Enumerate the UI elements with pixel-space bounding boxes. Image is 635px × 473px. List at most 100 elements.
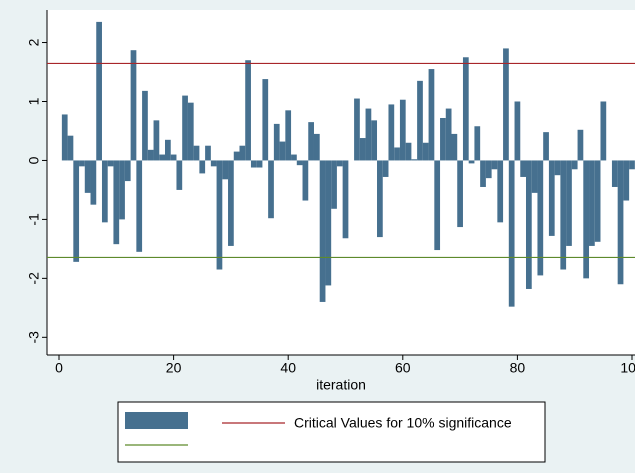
bar bbox=[503, 48, 509, 161]
bar bbox=[394, 147, 400, 161]
bar bbox=[193, 145, 200, 161]
bar bbox=[119, 160, 125, 220]
bar bbox=[480, 160, 486, 187]
bar bbox=[90, 160, 97, 205]
bar bbox=[474, 126, 481, 161]
bar bbox=[147, 149, 154, 161]
bar bbox=[514, 101, 521, 161]
bar bbox=[319, 160, 326, 302]
bar bbox=[84, 160, 91, 193]
bar bbox=[308, 122, 314, 161]
y-tick-label: -3 bbox=[26, 331, 42, 344]
bar bbox=[583, 160, 590, 279]
bar bbox=[617, 160, 624, 285]
y-tick-label: -1 bbox=[26, 213, 42, 226]
bar bbox=[262, 79, 269, 161]
bar bbox=[440, 117, 446, 161]
bar bbox=[560, 160, 567, 270]
bar bbox=[629, 160, 635, 170]
bar bbox=[245, 60, 251, 161]
bar bbox=[497, 160, 504, 223]
y-tick-label: 2 bbox=[26, 38, 42, 46]
bar bbox=[61, 114, 68, 161]
x-tick-label: 40 bbox=[280, 360, 296, 376]
bar bbox=[273, 123, 280, 161]
bar bbox=[508, 160, 515, 307]
bar bbox=[130, 50, 137, 161]
bar bbox=[382, 160, 389, 177]
bar bbox=[354, 98, 360, 161]
bar bbox=[428, 69, 435, 161]
bar bbox=[457, 160, 463, 228]
bar bbox=[113, 160, 120, 245]
bar bbox=[170, 154, 177, 161]
bar bbox=[239, 145, 246, 161]
bar bbox=[600, 101, 607, 161]
bar bbox=[285, 110, 292, 161]
bar bbox=[468, 160, 475, 164]
bar bbox=[187, 102, 194, 161]
bar bbox=[537, 160, 544, 276]
bar bbox=[302, 160, 309, 201]
bar bbox=[371, 120, 378, 161]
y-tick-label: 1 bbox=[26, 97, 42, 105]
legend-label: Critical Values for 10% significance bbox=[294, 415, 512, 431]
bar bbox=[417, 80, 423, 161]
bar bbox=[136, 160, 143, 252]
x-tick-label: 20 bbox=[166, 360, 182, 376]
bar bbox=[153, 120, 160, 161]
bar bbox=[525, 160, 532, 289]
bar bbox=[222, 160, 229, 180]
bar bbox=[250, 160, 257, 168]
bar bbox=[142, 90, 148, 161]
bar bbox=[73, 160, 80, 262]
bar bbox=[165, 139, 171, 161]
bar bbox=[365, 108, 372, 161]
x-tick-label: 100 bbox=[620, 360, 635, 376]
bar bbox=[325, 160, 332, 286]
bar bbox=[485, 160, 492, 179]
bar bbox=[611, 160, 618, 187]
bar bbox=[571, 160, 578, 170]
bar bbox=[331, 160, 337, 209]
bar bbox=[336, 160, 343, 167]
bar bbox=[79, 160, 85, 167]
bar bbox=[342, 160, 349, 239]
bar bbox=[176, 160, 183, 190]
x-tick-label: 60 bbox=[395, 360, 411, 376]
bar bbox=[520, 160, 526, 177]
bar bbox=[228, 160, 234, 246]
legend-swatch bbox=[125, 412, 188, 429]
bar bbox=[101, 160, 108, 223]
bar bbox=[594, 160, 601, 242]
bar bbox=[623, 160, 630, 201]
bar bbox=[159, 154, 166, 161]
bar bbox=[256, 160, 263, 168]
bar bbox=[566, 160, 572, 246]
bar bbox=[554, 160, 561, 176]
bar bbox=[422, 142, 429, 161]
bar bbox=[359, 138, 366, 161]
legend-box bbox=[117, 401, 546, 463]
bar bbox=[377, 160, 383, 238]
x-tick-label: 0 bbox=[55, 360, 63, 376]
y-tick-label: 0 bbox=[26, 156, 42, 164]
bar bbox=[462, 57, 469, 161]
bar bbox=[210, 160, 217, 167]
bar bbox=[543, 132, 549, 161]
x-axis-title: iteration bbox=[316, 377, 366, 393]
bar bbox=[434, 160, 441, 251]
bar bbox=[296, 160, 303, 166]
bar bbox=[548, 160, 555, 236]
bar bbox=[445, 108, 452, 161]
bar bbox=[216, 160, 223, 270]
bar bbox=[388, 104, 395, 161]
bar bbox=[291, 154, 297, 161]
bar bbox=[124, 160, 131, 182]
bar bbox=[205, 145, 211, 161]
bar bbox=[589, 160, 595, 246]
bar bbox=[199, 160, 206, 174]
bar bbox=[531, 160, 538, 193]
bar bbox=[96, 21, 102, 161]
bar bbox=[182, 95, 188, 161]
